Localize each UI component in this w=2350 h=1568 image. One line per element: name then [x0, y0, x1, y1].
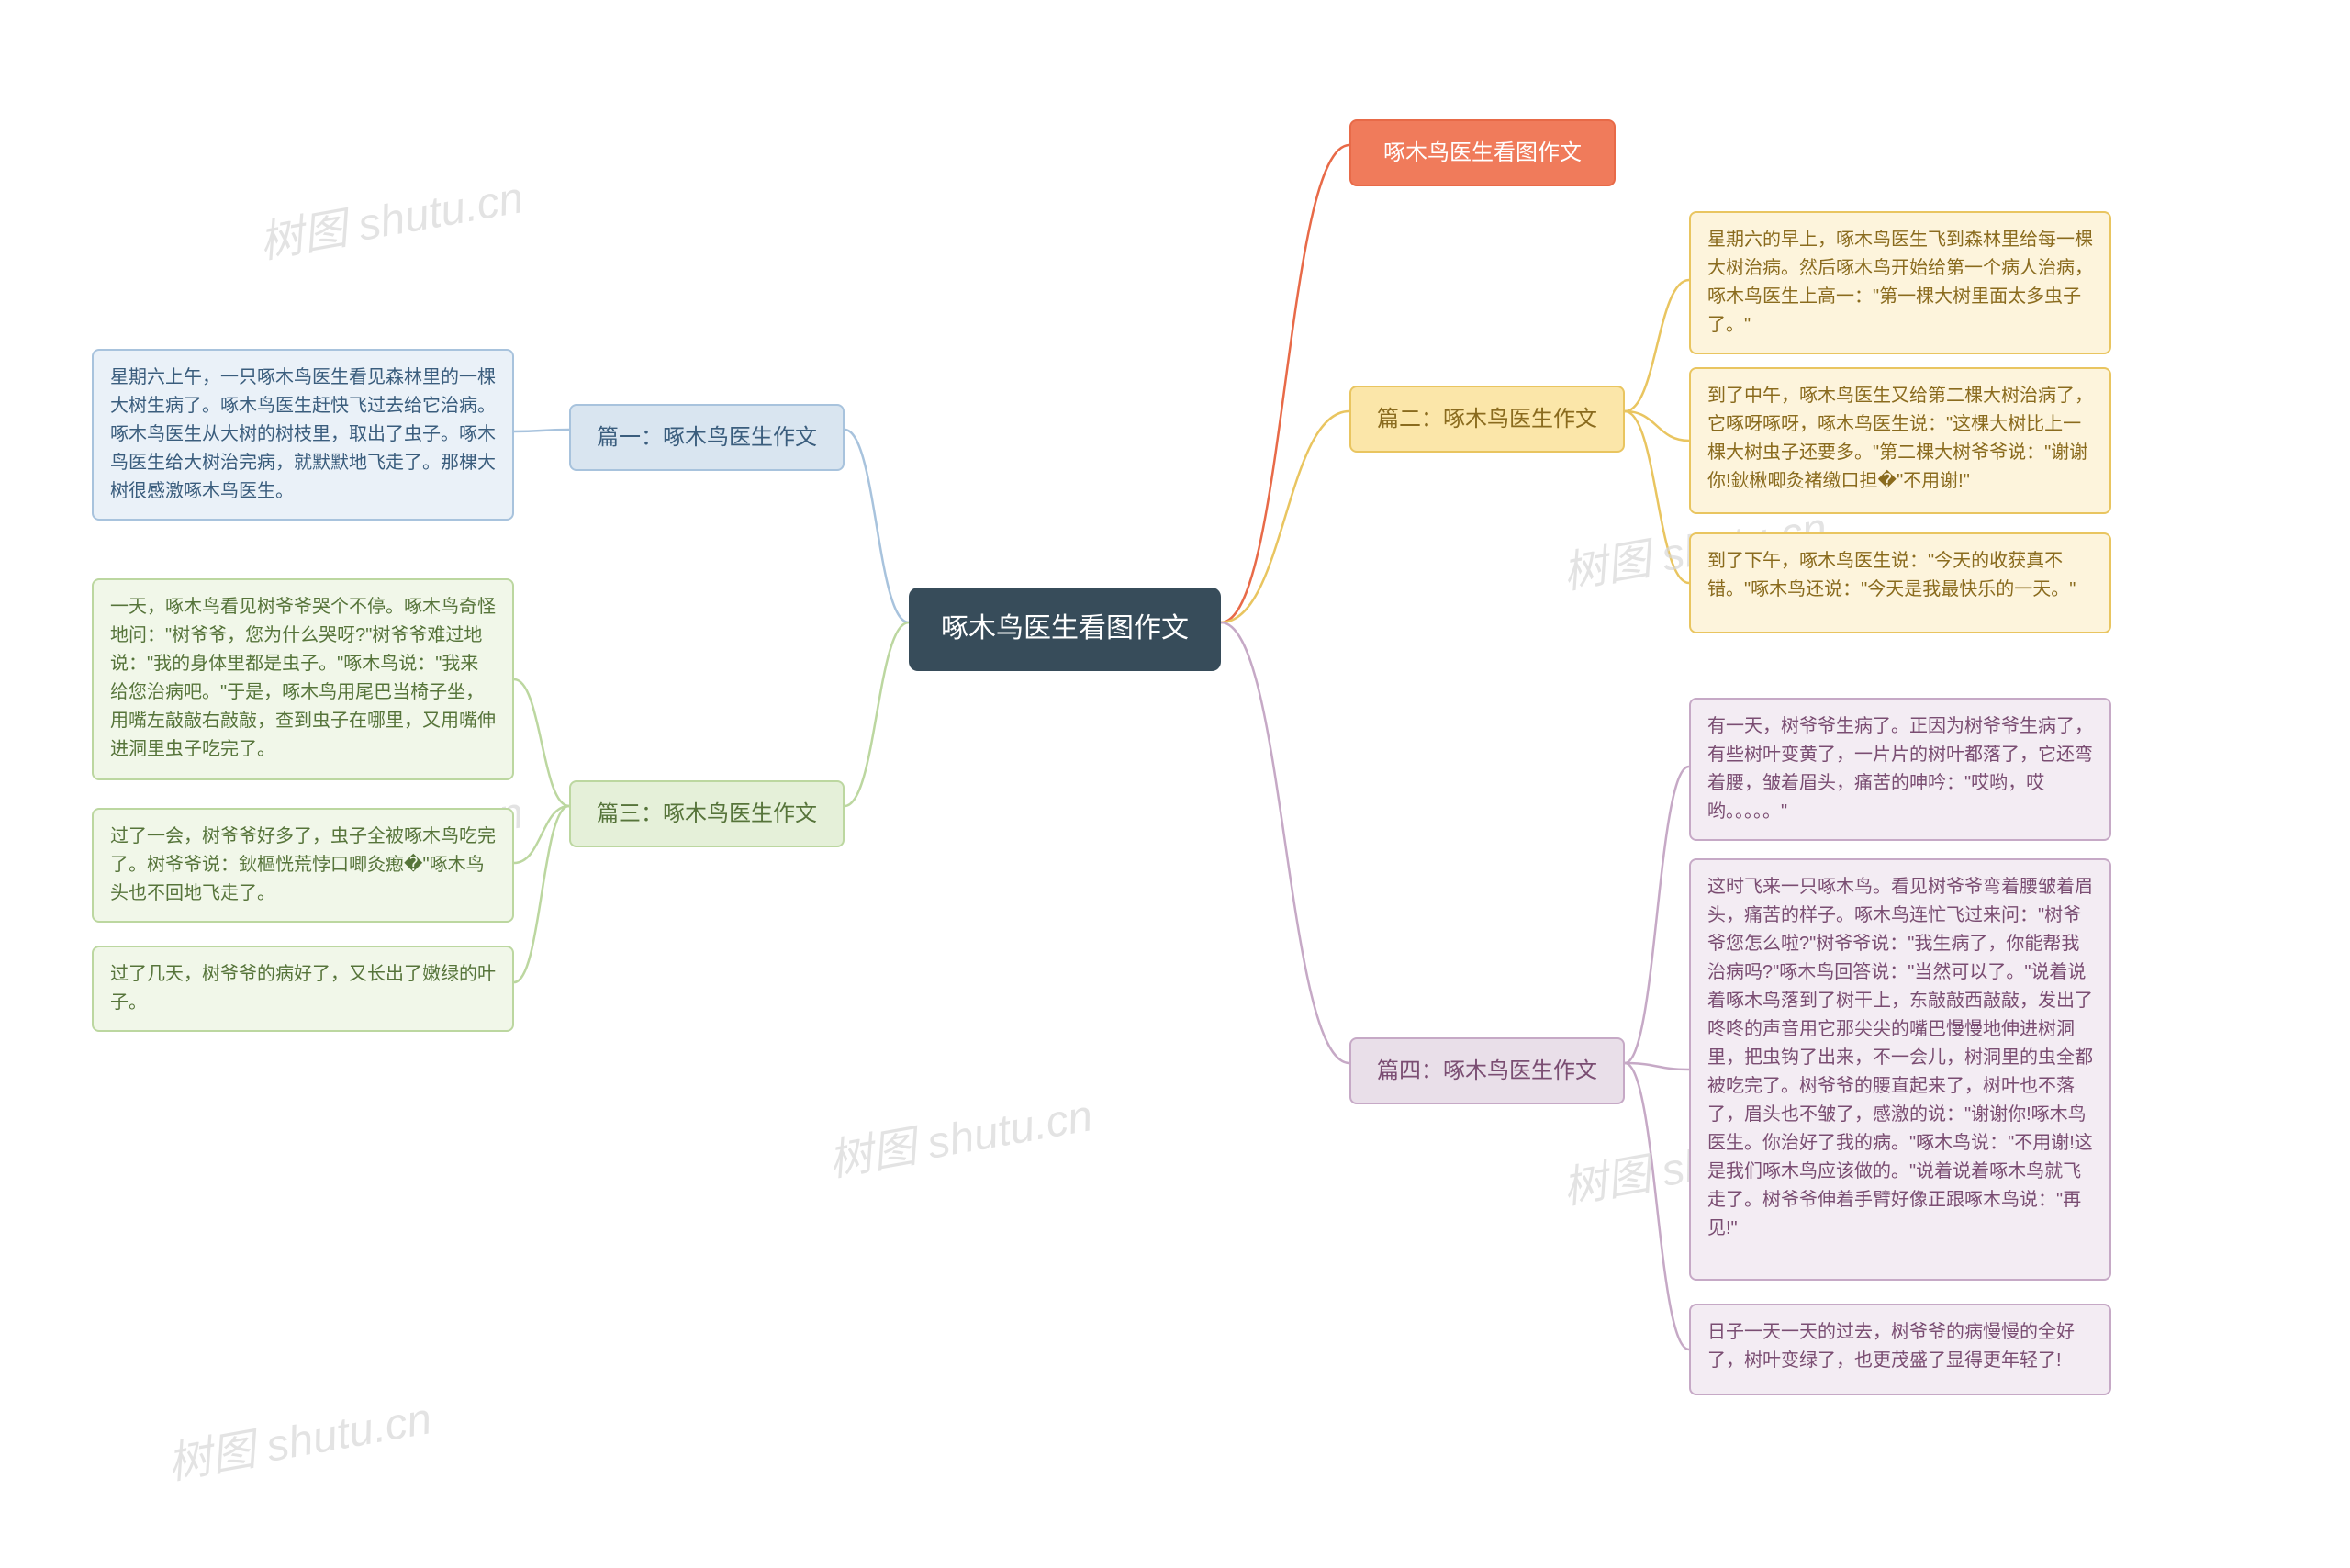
leaf-node: 这时飞来一只啄木鸟。看见树爷爷弯着腰皱着眉头，痛苦的样子。啄木鸟连忙飞过来问："… [1689, 858, 2111, 1281]
leaf-node: 星期六的早上，啄木鸟医生飞到森林里给每一棵大树治病。然后啄木鸟开始给第一个病人治… [1689, 211, 2111, 354]
branch-node-title-top: 啄木鸟医生看图作文 [1349, 119, 1616, 186]
leaf-node: 星期六上午，一只啄木鸟医生看见森林里的一棵大树生病了。啄木鸟医生赶快飞过去给它治… [92, 349, 514, 521]
center-node: 啄木鸟医生看图作文 [909, 588, 1221, 671]
watermark: 树图 shutu.cn [253, 161, 528, 270]
branch-node-p2: 篇二：啄木鸟医生作文 [1349, 386, 1625, 453]
branch-node-p4: 篇四：啄木鸟医生作文 [1349, 1037, 1625, 1104]
branch-node-p3: 篇三：啄木鸟医生作文 [569, 780, 845, 847]
leaf-node: 过了几天，树爷爷的病好了，又长出了嫩绿的叶子。 [92, 946, 514, 1032]
leaf-node: 有一天，树爷爷生病了。正因为树爷爷生病了，有些树叶变黄了，一片片的树叶都落了，它… [1689, 698, 2111, 841]
watermark: 树图 shutu.cn [162, 1382, 436, 1491]
leaf-node: 到了下午，啄木鸟医生说："今天的收获真不错。"啄木鸟还说："今天是我最快乐的一天… [1689, 532, 2111, 633]
leaf-node: 一天，啄木鸟看见树爷爷哭个不停。啄木鸟奇怪地问："树爷爷，您为什么哭呀?"树爷爷… [92, 578, 514, 780]
watermark: 树图 shutu.cn [822, 1079, 1097, 1188]
branch-node-p1: 篇一：啄木鸟医生作文 [569, 404, 845, 471]
leaf-node: 过了一会，树爷爷好多了，虫子全被啄木鸟吃完了。树爷爷说：鈥樞恍荒悖口唧灸瘛�"啄… [92, 808, 514, 923]
leaf-node: 日子一天一天的过去，树爷爷的病慢慢的全好了，树叶变绿了，也更茂盛了显得更年轻了! [1689, 1304, 2111, 1395]
leaf-node: 到了中午，啄木鸟医生又给第二棵大树治病了，它啄呀啄呀，啄木鸟医生说："这棵大树比… [1689, 367, 2111, 514]
